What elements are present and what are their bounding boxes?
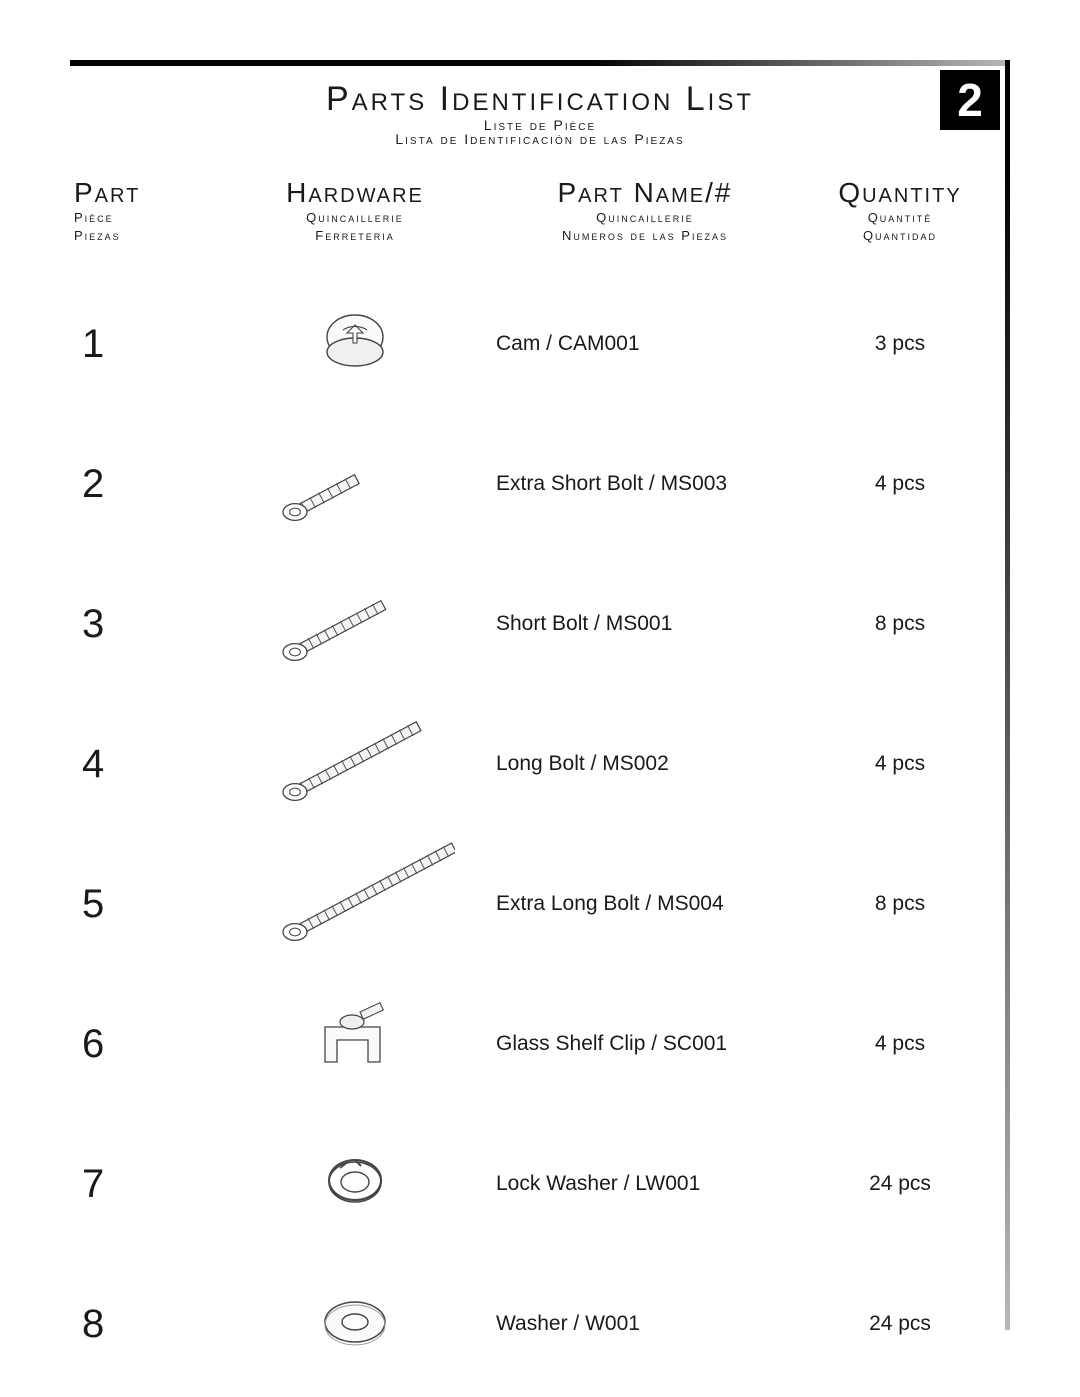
part-number: 7 xyxy=(70,1162,220,1207)
hardware-icon bolt-xl-icon xyxy=(220,842,490,967)
part-name: Long Bolt / MS002 xyxy=(490,752,800,776)
part-name: Short Bolt / MS001 xyxy=(490,612,800,636)
hdr-hardware-fr: Quincaillerie xyxy=(220,209,490,227)
part-number: 6 xyxy=(70,1022,220,1067)
part-number: 2 xyxy=(70,462,220,507)
hdr-qty: Quantity xyxy=(800,177,1000,209)
hardware-icon washer-icon xyxy=(220,1287,490,1362)
column-headers: Part Pièce Piezas Hardware Quincaillerie… xyxy=(70,177,1010,244)
part-number: 3 xyxy=(70,602,220,647)
top-rule xyxy=(70,60,1010,66)
hdr-part-es: Piezas xyxy=(74,227,220,245)
hdr-part-fr: Pièce xyxy=(74,209,220,227)
hardware-icon lock-washer-icon xyxy=(220,1142,490,1227)
title-en: Parts Identification List xyxy=(70,80,1010,119)
part-row: 3 Short Bolt / MS0018 pcs xyxy=(70,554,1010,694)
part-qty: 8 pcs xyxy=(800,612,1000,636)
part-qty: 4 pcs xyxy=(800,1032,1000,1056)
part-name: Cam / CAM001 xyxy=(490,332,800,356)
part-row: 4 Long Bolt / MS0024 pcs xyxy=(70,694,1010,834)
hardware-icon shelf-clip-icon xyxy=(220,992,490,1097)
part-number: 8 xyxy=(70,1302,220,1347)
part-name: Extra Short Bolt / MS003 xyxy=(490,472,800,496)
hdr-name-fr: Quincaillerie xyxy=(490,209,800,227)
hardware-icon bolt-l-icon xyxy=(220,702,490,827)
page-number-badge: 2 xyxy=(940,70,1000,130)
part-qty: 24 pcs xyxy=(800,1312,1000,1336)
page-content: Parts Identification List Liste de Pièce… xyxy=(70,60,1010,1394)
hardware-icon bolt-xs-icon xyxy=(220,422,490,547)
part-name: Lock Washer / LW001 xyxy=(490,1172,800,1196)
part-row: 2 Extra Short Bolt / MS0034 pcs xyxy=(70,414,1010,554)
part-number: 4 xyxy=(70,742,220,787)
part-row: 6 Glass Shelf Clip / SC0014 pcs xyxy=(70,974,1010,1114)
part-qty: 3 pcs xyxy=(800,332,1000,356)
hdr-name: Part Name/# xyxy=(490,177,800,209)
hdr-qty-es: Quantidad xyxy=(800,227,1000,245)
title-es: Lista de Identificación de las Piezas xyxy=(70,131,1010,147)
part-number: 1 xyxy=(70,322,220,367)
part-row: 5 Extra Long Bolt / MS0048 pcs xyxy=(70,834,1010,974)
parts-rows: 1 Cam / CAM0013 pcs2 Extra Short Bolt / … xyxy=(70,274,1010,1394)
hardware-icon bolt-s-icon xyxy=(220,562,490,687)
part-qty: 8 pcs xyxy=(800,892,1000,916)
part-number: 5 xyxy=(70,882,220,927)
part-row: 8 Washer / W00124 pcs xyxy=(70,1254,1010,1394)
part-qty: 24 pcs xyxy=(800,1172,1000,1196)
hardware-icon cam-icon xyxy=(220,297,490,392)
part-qty: 4 pcs xyxy=(800,472,1000,496)
part-name: Washer / W001 xyxy=(490,1312,800,1336)
part-qty: 4 pcs xyxy=(800,752,1000,776)
hdr-hardware-es: Ferreteria xyxy=(220,227,490,245)
hdr-part: Part xyxy=(74,177,220,209)
title-block: Parts Identification List Liste de Pièce… xyxy=(70,80,1010,147)
part-name: Extra Long Bolt / MS004 xyxy=(490,892,800,916)
part-row: 7 Lock Washer / LW00124 pcs xyxy=(70,1114,1010,1254)
hdr-name-es: Numeros de las Piezas xyxy=(490,227,800,245)
right-rule xyxy=(1005,60,1010,1330)
part-row: 1 Cam / CAM0013 pcs xyxy=(70,274,1010,414)
part-name: Glass Shelf Clip / SC001 xyxy=(490,1032,800,1056)
hdr-qty-fr: Quantité xyxy=(800,209,1000,227)
hdr-hardware: Hardware xyxy=(220,177,490,209)
